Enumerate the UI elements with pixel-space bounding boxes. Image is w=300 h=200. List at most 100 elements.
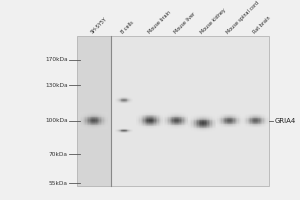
Bar — [260, 117, 261, 118]
Bar — [98, 119, 99, 120]
Bar — [265, 124, 266, 125]
Bar — [101, 121, 102, 122]
Bar — [127, 132, 128, 133]
Bar — [248, 115, 249, 116]
Bar — [142, 120, 143, 121]
Bar — [156, 128, 158, 129]
Bar — [233, 127, 235, 128]
Bar — [253, 126, 254, 127]
Bar — [122, 96, 123, 97]
Bar — [118, 128, 119, 129]
Bar — [103, 123, 105, 124]
Bar — [209, 125, 210, 126]
Bar — [156, 124, 158, 125]
Bar — [153, 117, 154, 118]
Bar — [254, 125, 256, 126]
Bar — [220, 117, 221, 118]
Bar — [168, 112, 170, 113]
Bar — [179, 116, 181, 117]
Bar — [99, 114, 101, 115]
Bar — [120, 132, 121, 133]
Bar — [92, 112, 94, 113]
Bar — [92, 125, 94, 126]
Bar — [236, 119, 237, 120]
Bar — [261, 113, 262, 114]
Bar — [121, 132, 122, 133]
Bar — [85, 116, 87, 117]
Bar — [90, 127, 91, 128]
Bar — [150, 120, 152, 121]
Bar — [246, 115, 248, 116]
Bar — [193, 117, 194, 118]
Bar — [99, 125, 101, 126]
Bar — [191, 128, 193, 129]
Bar — [212, 131, 213, 132]
Bar — [258, 117, 260, 118]
Bar — [215, 122, 216, 123]
Bar — [235, 120, 236, 121]
Bar — [249, 114, 250, 115]
Bar — [205, 116, 206, 117]
Bar — [231, 117, 232, 118]
Bar — [150, 116, 152, 117]
Bar — [87, 120, 88, 121]
Bar — [87, 126, 88, 127]
Bar — [117, 103, 118, 104]
Bar — [253, 118, 254, 119]
Bar — [164, 125, 166, 126]
Bar — [150, 122, 152, 123]
Bar — [181, 117, 182, 118]
Bar — [164, 112, 166, 113]
Bar — [121, 128, 122, 129]
Bar — [235, 125, 236, 126]
Bar — [248, 126, 249, 127]
Bar — [265, 127, 266, 128]
Bar — [189, 113, 191, 114]
Bar — [148, 128, 149, 129]
Bar — [175, 122, 177, 123]
Bar — [142, 124, 143, 125]
Bar — [152, 119, 153, 120]
Bar — [95, 119, 97, 120]
Bar — [97, 123, 98, 124]
Bar — [210, 130, 212, 131]
Bar — [215, 116, 216, 117]
Bar — [186, 119, 188, 120]
Bar — [216, 122, 218, 123]
Bar — [256, 121, 257, 122]
Bar — [212, 121, 213, 122]
Bar — [224, 124, 225, 125]
Bar — [194, 126, 196, 127]
Bar — [191, 114, 193, 115]
Bar — [262, 117, 264, 118]
Bar — [90, 120, 91, 121]
Text: Rat brain: Rat brain — [252, 16, 272, 35]
Bar — [189, 121, 191, 122]
Bar — [161, 115, 163, 116]
Bar — [167, 128, 168, 129]
Bar — [118, 96, 119, 97]
Bar — [261, 119, 262, 120]
Bar — [260, 113, 261, 114]
Bar — [184, 116, 185, 117]
Bar — [223, 127, 224, 128]
Bar — [169, 125, 171, 126]
Bar — [106, 124, 108, 125]
Bar — [179, 125, 181, 126]
Bar — [186, 121, 188, 122]
Bar — [261, 121, 262, 122]
Bar — [220, 122, 221, 123]
Bar — [248, 121, 249, 122]
Bar — [120, 103, 121, 104]
Bar — [152, 122, 153, 123]
Bar — [120, 101, 121, 102]
Bar — [156, 123, 158, 124]
Bar — [157, 126, 159, 127]
Bar — [246, 126, 248, 127]
Bar — [160, 124, 162, 125]
Bar — [169, 127, 171, 128]
Bar — [94, 126, 95, 127]
Bar — [203, 128, 205, 129]
Bar — [188, 131, 190, 132]
Bar — [215, 120, 216, 121]
